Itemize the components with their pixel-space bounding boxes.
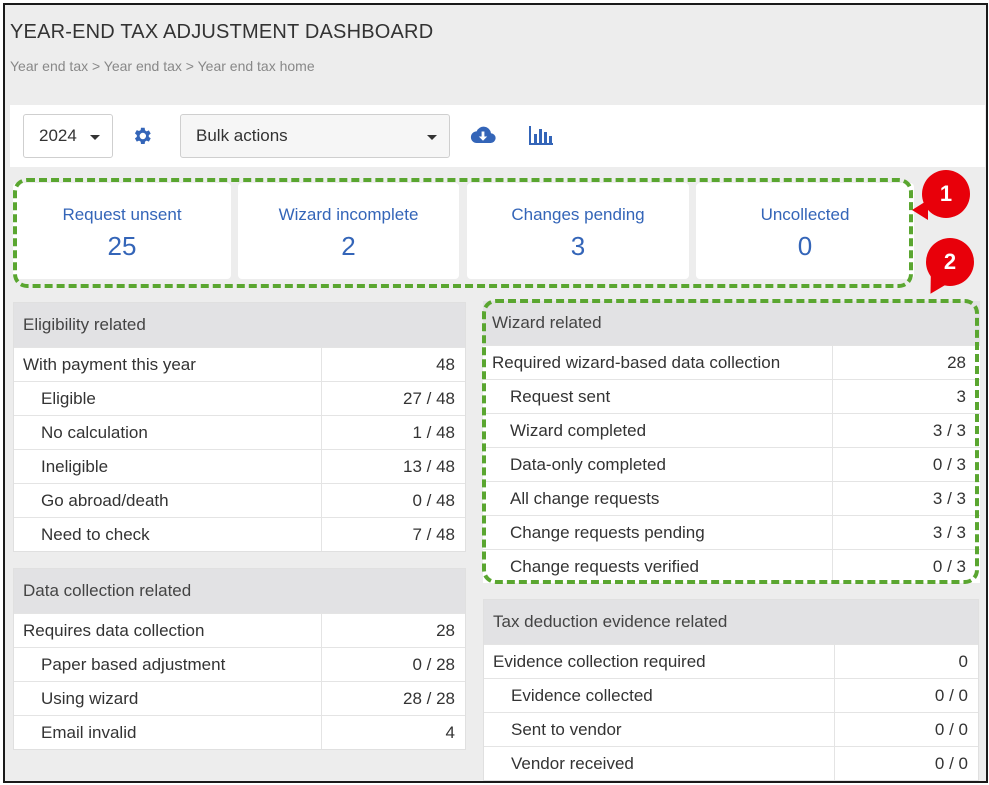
summary-card-changes-pending[interactable]: Changes pending 3 [467, 183, 689, 279]
table-row: Vendor received 0 / 0 [484, 746, 978, 780]
row-label: Evidence collected [511, 685, 653, 705]
summary-card-label: Uncollected [760, 205, 850, 224]
summary-card-uncollected[interactable]: Uncollected 0 [696, 183, 914, 279]
row-label: Paper based adjustment [41, 654, 226, 674]
table-row: Go abroad/death 0 / 48 [14, 483, 465, 517]
row-value: 3 / 3 [832, 482, 980, 515]
row-label: Wizard completed [510, 420, 647, 440]
row-label: Request sent [510, 386, 611, 406]
table-row: Request sent 3 [483, 379, 980, 413]
tax-evidence-panel: Tax deduction evidence related Evidence … [483, 599, 979, 781]
table-row: Need to check 7 / 48 [14, 517, 465, 551]
wizard-panel-title: Wizard related [483, 301, 980, 345]
summary-card-label: Wizard incomplete [278, 205, 419, 224]
callout-badge-1: 1 [922, 170, 970, 218]
row-value: 0 / 0 [834, 713, 978, 746]
row-label: Change requests verified [510, 556, 700, 576]
dashboard-frame: YEAR-END TAX ADJUSTMENT DASHBOARD Year e… [3, 3, 988, 783]
row-value: 3 / 3 [832, 414, 980, 447]
row-label: Need to check [41, 524, 150, 544]
table-row: All change requests 3 / 3 [483, 481, 980, 515]
breadcrumb[interactable]: Year end tax > Year end tax > Year end t… [10, 58, 315, 74]
table-row: Evidence collection required 0 [484, 644, 978, 678]
row-value: 0 / 3 [832, 550, 980, 583]
callout-badge-2: 2 [926, 238, 974, 286]
row-label: Email invalid [41, 722, 137, 742]
table-row: Required wizard-based data collection 28 [483, 345, 980, 379]
row-value: 0 / 28 [321, 648, 465, 681]
summary-card-count: 0 [797, 231, 813, 261]
table-row: With payment this year 48 [14, 347, 465, 381]
table-row: Evidence collected 0 / 0 [484, 678, 978, 712]
table-row: Requires data collection 28 [14, 613, 465, 647]
row-value: 28 [832, 346, 980, 379]
gear-icon[interactable] [131, 125, 153, 147]
summary-card-count: 2 [341, 231, 356, 261]
table-row: Eligible 27 / 48 [14, 381, 465, 415]
row-label: Required wizard-based data collection [492, 352, 781, 372]
bulk-actions-label: Bulk actions [196, 126, 288, 145]
bulk-actions-select[interactable]: Bulk actions [180, 114, 450, 158]
table-row: Email invalid 4 [14, 715, 465, 749]
row-label: Sent to vendor [511, 719, 622, 739]
table-row: Wizard completed 3 / 3 [483, 413, 980, 447]
row-value: 28 [321, 614, 465, 647]
bar-chart-icon[interactable] [528, 124, 554, 146]
table-row: Change requests verified 0 / 3 [483, 549, 980, 583]
row-value: 27 / 48 [321, 382, 465, 415]
summary-card-wizard-incomplete[interactable]: Wizard incomplete 2 [238, 183, 459, 279]
toolbar: 2024 Bulk actions [10, 105, 985, 167]
row-value: 13 / 48 [321, 450, 465, 483]
row-value: 7 / 48 [321, 518, 465, 551]
summary-card-count: 25 [107, 231, 137, 261]
row-label: Ineligible [41, 456, 109, 476]
row-label: Using wizard [41, 688, 139, 708]
cloud-download-icon[interactable] [470, 124, 496, 146]
row-label: Eligible [41, 388, 96, 408]
row-value: 0 / 0 [834, 679, 978, 712]
summary-card-label: Request unsent [62, 205, 182, 224]
row-label: No calculation [41, 422, 148, 442]
table-row: Change requests pending 3 / 3 [483, 515, 980, 549]
page-title: YEAR-END TAX ADJUSTMENT DASHBOARD [10, 21, 434, 43]
table-row: Data-only completed 0 / 3 [483, 447, 980, 481]
row-label: Go abroad/death [41, 490, 169, 510]
table-row: Using wizard 28 / 28 [14, 681, 465, 715]
wizard-panel: Wizard related Required wizard-based dat… [483, 301, 980, 583]
table-row: Paper based adjustment 0 / 28 [14, 647, 465, 681]
tax-evidence-panel-title: Tax deduction evidence related [484, 600, 978, 644]
row-label: With payment this year [23, 354, 196, 374]
row-value: 3 / 3 [832, 516, 980, 549]
eligibility-panel: Eligibility related With payment this ye… [13, 302, 466, 552]
row-label: Vendor received [511, 753, 634, 773]
row-value: 1 / 48 [321, 416, 465, 449]
chevron-down-icon [90, 135, 100, 140]
summary-card-label: Changes pending [511, 205, 645, 224]
row-value: 4 [321, 716, 465, 749]
table-row: No calculation 1 / 48 [14, 415, 465, 449]
row-label: Change requests pending [510, 522, 705, 542]
row-label: All change requests [510, 488, 660, 508]
row-value: 48 [321, 348, 465, 381]
row-value: 28 / 28 [321, 682, 465, 715]
data-collection-panel: Data collection related Requires data co… [13, 568, 466, 750]
row-label: Requires data collection [23, 620, 205, 640]
row-value: 0 / 3 [832, 448, 980, 481]
table-row: Ineligible 13 / 48 [14, 449, 465, 483]
summary-card-request-unsent[interactable]: Request unsent 25 [13, 183, 231, 279]
data-collection-panel-title: Data collection related [14, 569, 465, 613]
year-select[interactable]: 2024 [23, 114, 113, 158]
row-label: Evidence collection required [493, 651, 706, 671]
eligibility-panel-title: Eligibility related [14, 303, 465, 347]
summary-card-count: 3 [570, 231, 586, 261]
year-select-value: 2024 [39, 126, 77, 145]
table-row: Sent to vendor 0 / 0 [484, 712, 978, 746]
row-value: 0 / 0 [834, 747, 978, 780]
row-value: 0 / 48 [321, 484, 465, 517]
row-label: Data-only completed [510, 454, 666, 474]
chevron-down-icon [427, 135, 437, 140]
row-value: 0 [834, 645, 978, 678]
row-value: 3 [832, 380, 980, 413]
